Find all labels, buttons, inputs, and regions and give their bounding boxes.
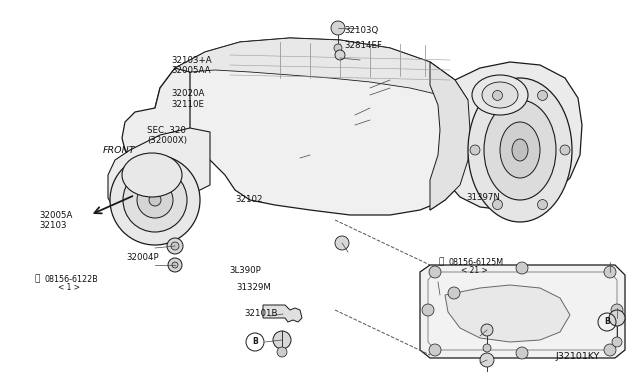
Ellipse shape xyxy=(604,344,616,356)
Text: 32004P: 32004P xyxy=(127,253,159,262)
Text: 32103+A: 32103+A xyxy=(172,56,212,65)
Text: 32101B: 32101B xyxy=(244,309,278,318)
Text: 32103Q: 32103Q xyxy=(344,26,379,35)
Ellipse shape xyxy=(538,90,547,100)
Polygon shape xyxy=(175,38,468,100)
Ellipse shape xyxy=(335,236,349,250)
Ellipse shape xyxy=(468,78,572,222)
Ellipse shape xyxy=(483,344,491,352)
Ellipse shape xyxy=(429,266,441,278)
Ellipse shape xyxy=(110,155,200,245)
Ellipse shape xyxy=(612,337,622,347)
Ellipse shape xyxy=(611,304,623,316)
Text: Ⓑ: Ⓑ xyxy=(35,275,40,283)
Text: 32020A: 32020A xyxy=(172,89,205,98)
Polygon shape xyxy=(155,38,470,215)
Text: 3L390P: 3L390P xyxy=(229,266,261,275)
Polygon shape xyxy=(420,265,625,358)
Ellipse shape xyxy=(481,324,493,336)
Text: FRONT: FRONT xyxy=(102,146,135,155)
Polygon shape xyxy=(430,62,582,210)
Ellipse shape xyxy=(512,139,528,161)
Text: Ⓑ: Ⓑ xyxy=(439,258,444,267)
Text: 32005A: 32005A xyxy=(40,211,73,219)
Text: 31397N: 31397N xyxy=(466,193,500,202)
Ellipse shape xyxy=(171,242,179,250)
Ellipse shape xyxy=(335,50,345,60)
Ellipse shape xyxy=(422,304,434,316)
Polygon shape xyxy=(445,285,570,342)
Ellipse shape xyxy=(493,90,502,100)
Ellipse shape xyxy=(482,82,518,108)
Ellipse shape xyxy=(500,122,540,178)
Ellipse shape xyxy=(516,262,528,274)
Ellipse shape xyxy=(538,199,547,209)
Text: 32102: 32102 xyxy=(236,195,263,204)
Ellipse shape xyxy=(273,331,291,349)
Ellipse shape xyxy=(334,44,342,52)
Text: J32101KY: J32101KY xyxy=(556,352,600,361)
Ellipse shape xyxy=(472,75,528,115)
Text: SEC. 320: SEC. 320 xyxy=(147,126,186,135)
Polygon shape xyxy=(108,128,210,215)
Text: B: B xyxy=(604,317,610,327)
Ellipse shape xyxy=(331,21,345,35)
Text: 32005AA: 32005AA xyxy=(172,66,211,75)
Ellipse shape xyxy=(470,145,480,155)
Text: 31329M: 31329M xyxy=(237,283,271,292)
Ellipse shape xyxy=(560,145,570,155)
Text: B: B xyxy=(252,337,258,346)
Ellipse shape xyxy=(137,182,173,218)
Ellipse shape xyxy=(493,199,502,209)
Ellipse shape xyxy=(484,100,556,200)
Ellipse shape xyxy=(448,287,460,299)
Ellipse shape xyxy=(604,266,616,278)
Text: (32000X): (32000X) xyxy=(147,136,188,145)
Ellipse shape xyxy=(172,262,178,268)
Text: 32103: 32103 xyxy=(40,221,67,230)
Text: < 1 >: < 1 > xyxy=(58,283,79,292)
Text: 08156-6125M: 08156-6125M xyxy=(449,258,504,267)
Ellipse shape xyxy=(149,194,161,206)
Polygon shape xyxy=(122,68,190,188)
Ellipse shape xyxy=(609,310,625,326)
Ellipse shape xyxy=(123,168,187,232)
Polygon shape xyxy=(430,62,470,210)
Text: < 21 >: < 21 > xyxy=(461,266,488,275)
Polygon shape xyxy=(263,305,302,322)
Text: 08156-6122B: 08156-6122B xyxy=(44,275,98,283)
Text: 32110E: 32110E xyxy=(172,100,205,109)
Ellipse shape xyxy=(480,353,494,367)
Text: 32814EF: 32814EF xyxy=(344,41,382,50)
Ellipse shape xyxy=(516,347,528,359)
Ellipse shape xyxy=(429,344,441,356)
Ellipse shape xyxy=(122,153,182,197)
Ellipse shape xyxy=(167,238,183,254)
Ellipse shape xyxy=(168,258,182,272)
Ellipse shape xyxy=(277,347,287,357)
